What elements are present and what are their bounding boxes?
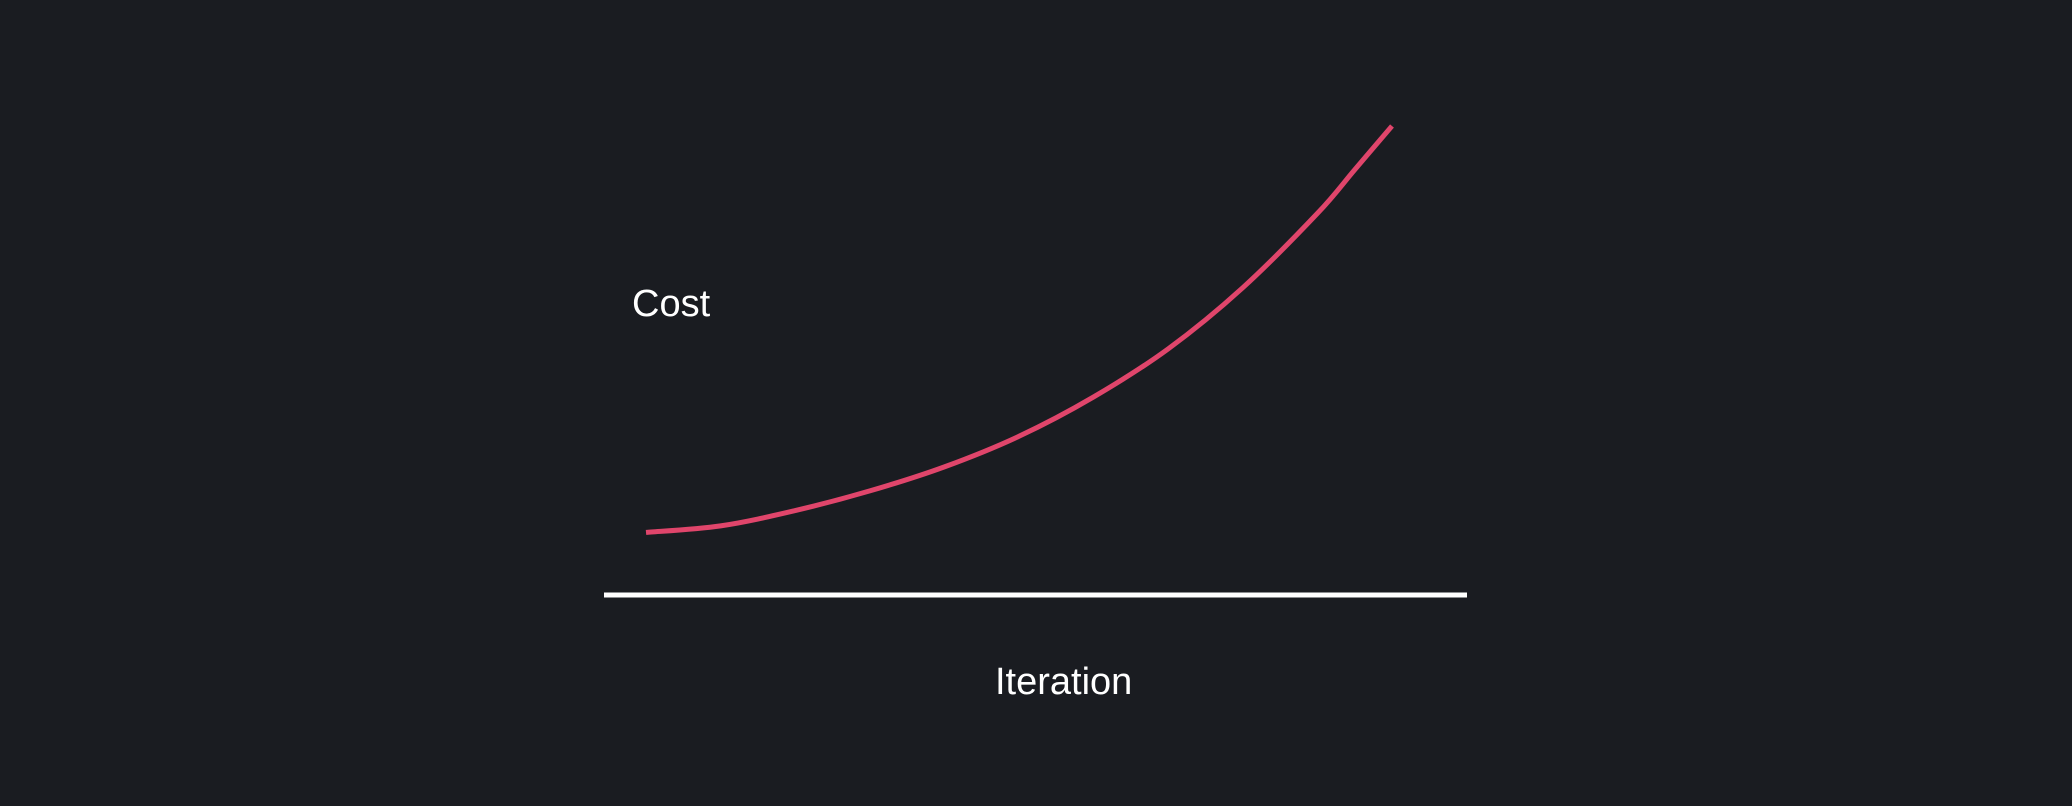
x-axis-label: Iteration xyxy=(995,661,1132,703)
cost-curve-line xyxy=(645,124,1394,535)
y-axis-label: Cost xyxy=(632,283,711,325)
